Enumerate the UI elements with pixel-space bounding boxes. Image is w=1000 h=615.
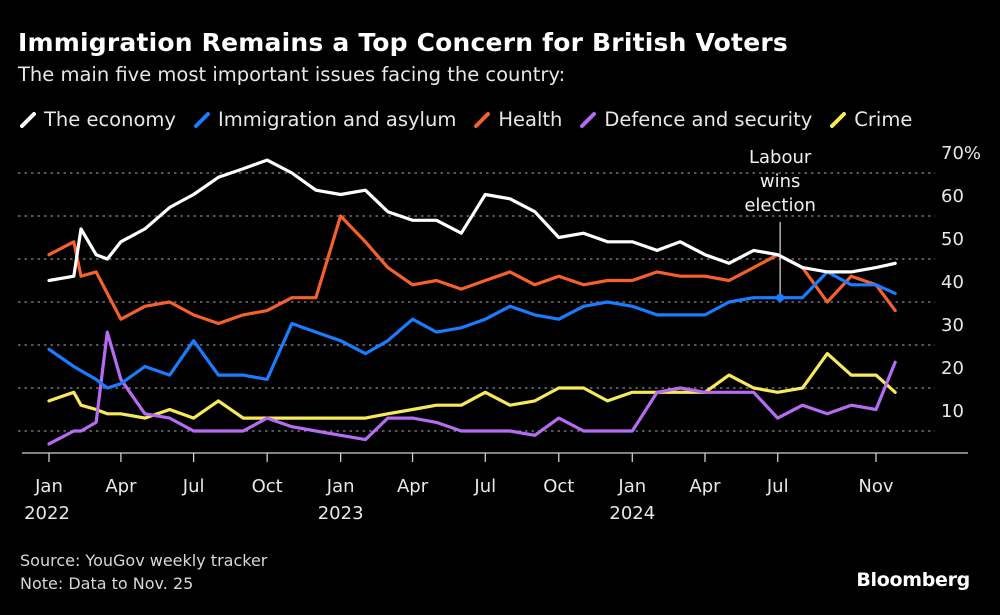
x-tick-label: Oct bbox=[252, 476, 283, 497]
legend-item: The economy bbox=[20, 108, 176, 131]
x-tick-label: Apr bbox=[689, 476, 721, 497]
data-note: Note: Data to Nov. 25 bbox=[20, 574, 194, 593]
bloomberg-logo: Bloomberg bbox=[856, 569, 970, 591]
chart-subtitle: The main five most important issues faci… bbox=[18, 63, 566, 86]
x-year-label: 2023 bbox=[318, 503, 364, 524]
series-line-health bbox=[47, 214, 897, 326]
y-tick-label: 10 bbox=[941, 401, 964, 422]
legend-label: Health bbox=[498, 108, 563, 131]
y-tick-label: 70% bbox=[941, 143, 981, 164]
legend-item: Immigration and asylum bbox=[193, 108, 457, 131]
legend-swatch-icon bbox=[193, 111, 210, 128]
y-tick-label: 30 bbox=[941, 315, 964, 336]
legend-item: Defence and security bbox=[580, 108, 812, 131]
y-tick-label: 40 bbox=[941, 272, 964, 293]
legend-swatch-icon bbox=[830, 111, 847, 128]
chart-title: Immigration Remains a Top Concern for Br… bbox=[18, 28, 788, 57]
x-tick-label: Jan bbox=[326, 476, 355, 497]
series-line-crime bbox=[47, 352, 897, 420]
x-tick-label: Nov bbox=[858, 476, 893, 497]
legend-label: Immigration and asylum bbox=[217, 108, 457, 131]
annotation-label: Labour bbox=[749, 147, 812, 168]
x-tick-label: Jul bbox=[182, 476, 205, 497]
x-tick-label: Jul bbox=[473, 476, 496, 497]
series-line-the-economy bbox=[47, 158, 897, 283]
legend-swatch-icon bbox=[474, 111, 491, 128]
x-tick-label: Jan bbox=[617, 476, 646, 497]
x-tick-label: Apr bbox=[105, 476, 137, 497]
x-year-label: 2022 bbox=[24, 503, 70, 524]
legend-label: The economy bbox=[44, 108, 176, 131]
legend-item: Health bbox=[474, 108, 562, 131]
y-tick-label: 60 bbox=[941, 186, 964, 207]
legend-swatch-icon bbox=[580, 111, 597, 128]
source-note: Source: YouGov weekly tracker bbox=[20, 551, 268, 570]
y-tick-label: 20 bbox=[941, 358, 964, 379]
legend-label: Defence and security bbox=[604, 108, 813, 131]
legend-label: Crime bbox=[854, 108, 913, 131]
annotation-label: wins bbox=[760, 171, 801, 192]
annotation-dot bbox=[776, 293, 785, 302]
legend: The economy Immigration and asylum Health D… bbox=[20, 108, 912, 131]
legend-item: Crime bbox=[830, 108, 912, 131]
series-line-defence-and-security bbox=[47, 330, 897, 446]
annotation-label: election bbox=[744, 195, 816, 216]
x-tick-label: Apr bbox=[397, 476, 429, 497]
x-year-label: 2024 bbox=[609, 503, 655, 524]
y-tick-label: 50 bbox=[941, 229, 964, 250]
x-tick-label: Jul bbox=[766, 476, 789, 497]
x-tick-label: Oct bbox=[543, 476, 574, 497]
legend-swatch-icon bbox=[20, 111, 36, 128]
series-line-immigration-and-asylum bbox=[47, 270, 897, 390]
x-tick-label: Jan bbox=[34, 476, 63, 497]
